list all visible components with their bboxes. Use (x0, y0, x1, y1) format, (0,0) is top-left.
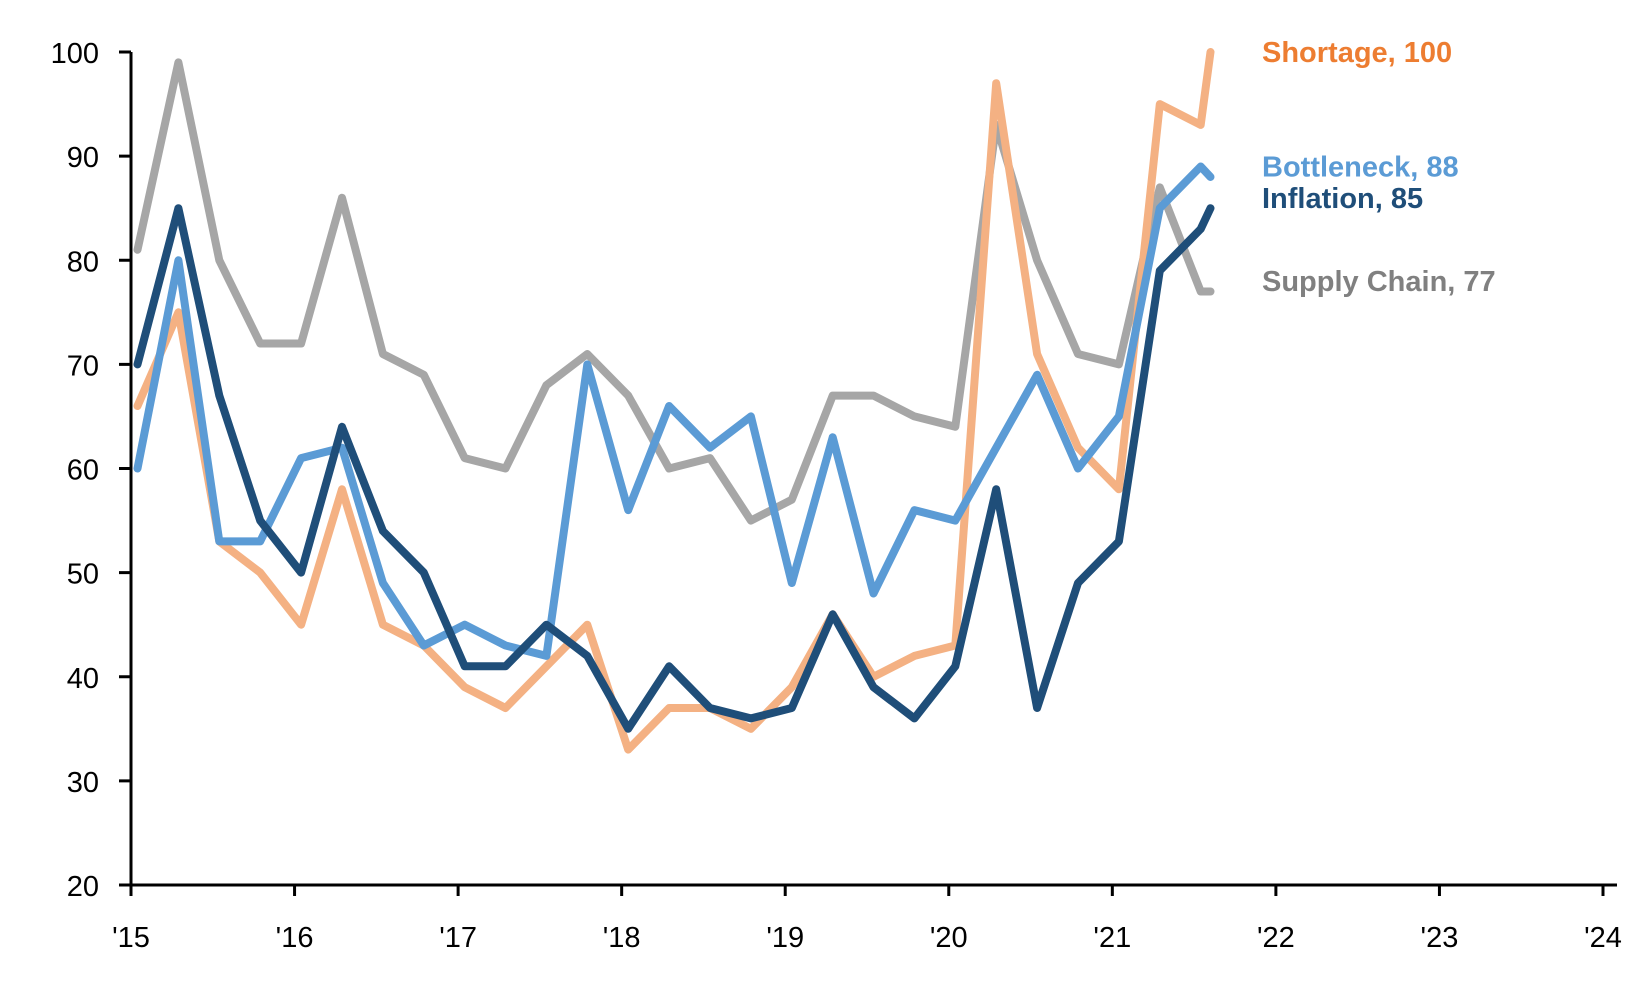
end-labels: Supply Chain, 77 Shortage, 100 Bottleneck,… (1262, 37, 1496, 298)
x-tick-label: '23 (1421, 922, 1459, 954)
x-tick-label: '20 (930, 922, 968, 954)
x-tick-label: '19 (766, 922, 804, 954)
series-layer (133, 48, 1215, 754)
ticks-layer: 20 30 40 50 60 70 80 90 100 '15 '16 '17 '18 '19 '20 '21… (51, 38, 1622, 954)
series-line-bottleneck (133, 162, 1215, 660)
y-tick-label: 80 (67, 246, 99, 278)
x-tick-label: '16 (276, 922, 314, 954)
end-label-inflation: Inflation, 85 (1262, 183, 1423, 215)
y-tick-label: 40 (67, 663, 99, 695)
y-tick-label: 70 (67, 350, 99, 382)
x-tick-label: '18 (603, 922, 641, 954)
x-tick-label: '21 (1093, 922, 1131, 954)
series-line-inflation (133, 204, 1215, 733)
x-tick-label: '15 (112, 922, 150, 954)
y-tick-label: 60 (67, 455, 99, 487)
y-tick-label: 20 (67, 871, 99, 903)
series-line-shortage (133, 48, 1215, 754)
y-tick-label: 100 (51, 38, 99, 70)
series-line-supply-chain (133, 58, 1215, 525)
x-tick-label: '24 (1584, 922, 1622, 954)
x-tick-label: '17 (439, 922, 477, 954)
end-label-shortage: Shortage, 100 (1262, 37, 1452, 69)
end-label-supply-chain: Supply Chain, 77 (1262, 266, 1496, 298)
x-tick-label: '22 (1257, 922, 1295, 954)
y-tick-label: 50 (67, 559, 99, 591)
y-tick-label: 90 (67, 142, 99, 174)
y-tick-label: 30 (67, 767, 99, 799)
end-label-bottleneck: Bottleneck, 88 (1262, 152, 1459, 184)
